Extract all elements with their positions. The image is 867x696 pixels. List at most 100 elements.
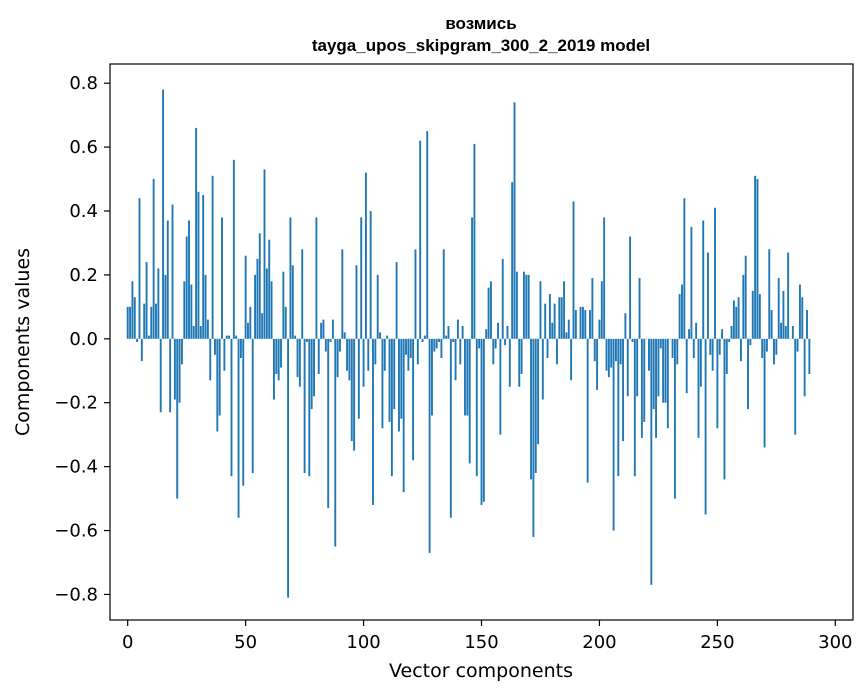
bar: [572, 201, 575, 339]
bar: [744, 255, 747, 339]
bar: [249, 306, 252, 339]
bar: [331, 319, 334, 339]
bar: [765, 338, 768, 352]
bar: [777, 278, 780, 339]
bar: [185, 236, 188, 339]
bar: [272, 338, 275, 400]
x-tick-label: 0: [122, 632, 133, 653]
bar: [673, 338, 676, 499]
bar: [329, 338, 332, 342]
bar: [563, 281, 565, 339]
bar: [615, 338, 617, 362]
bar: [584, 310, 587, 339]
x-tick-label: 250: [700, 632, 734, 653]
bar: [711, 338, 714, 371]
y-tick-label: 0.4: [69, 201, 98, 222]
bar: [306, 338, 308, 342]
bar: [619, 338, 622, 365]
bar: [265, 268, 268, 339]
bar: [794, 338, 797, 435]
bar: [223, 338, 226, 371]
bar: [513, 102, 516, 339]
y-tick-label: −0.6: [54, 521, 98, 542]
bar: [492, 338, 495, 365]
bar: [747, 338, 749, 410]
bar: [339, 338, 341, 352]
bar: [388, 338, 391, 422]
bar: [209, 338, 212, 381]
y-tick-label: 0.6: [69, 137, 98, 158]
bar: [751, 290, 754, 339]
bar: [343, 332, 346, 339]
y-tick-label: −0.8: [54, 584, 98, 605]
bar: [310, 338, 313, 410]
bar: [461, 326, 464, 339]
bar: [282, 271, 285, 339]
bar: [143, 303, 146, 339]
bar: [173, 338, 176, 400]
bar: [808, 338, 811, 374]
bar: [638, 278, 641, 339]
bar: [381, 338, 384, 429]
y-tick-label: 0.2: [69, 265, 98, 286]
bar: [164, 274, 167, 339]
bar: [353, 338, 356, 451]
bar: [211, 175, 214, 339]
bar: [586, 338, 589, 483]
bar: [612, 338, 615, 531]
bar: [567, 319, 570, 339]
bar: [657, 338, 660, 397]
x-tick-label: 150: [464, 632, 498, 653]
bar: [263, 169, 266, 339]
bar: [190, 284, 193, 339]
bar: [648, 338, 650, 371]
bar: [195, 127, 198, 339]
bar: [775, 338, 778, 355]
bar: [676, 338, 679, 365]
bar: [369, 210, 372, 339]
bar: [171, 204, 174, 339]
bar: [520, 338, 523, 374]
bar: [655, 338, 657, 438]
bars-group: [126, 89, 811, 598]
bar: [709, 338, 712, 355]
bar: [206, 319, 209, 339]
bar: [617, 338, 620, 477]
bar: [725, 338, 728, 374]
bar: [732, 300, 735, 339]
bar: [494, 338, 497, 349]
bar: [600, 281, 603, 339]
bar: [230, 338, 233, 477]
bar: [487, 287, 490, 339]
bar: [560, 297, 563, 339]
bar: [589, 310, 591, 339]
bar: [454, 338, 457, 381]
bar: [348, 338, 351, 381]
bar: [780, 322, 783, 339]
bar: [320, 322, 323, 339]
bar: [478, 338, 481, 349]
bar: [216, 338, 219, 432]
bar: [317, 338, 320, 374]
bar: [681, 284, 683, 339]
bar: [574, 310, 577, 339]
bar: [398, 338, 400, 432]
bar: [671, 338, 674, 358]
bar: [723, 338, 726, 480]
bar: [133, 297, 136, 339]
bar: [579, 306, 582, 339]
bar: [539, 281, 542, 339]
bar: [678, 294, 681, 339]
bar: [303, 338, 306, 474]
bar: [390, 338, 393, 477]
bar: [188, 220, 190, 339]
bar: [511, 182, 514, 339]
bar: [688, 329, 691, 339]
bar: [763, 338, 766, 448]
bar: [183, 281, 186, 339]
bar: [570, 338, 573, 381]
bar: [237, 338, 240, 518]
bar: [155, 303, 157, 339]
bar: [631, 338, 634, 342]
bar: [497, 322, 499, 339]
